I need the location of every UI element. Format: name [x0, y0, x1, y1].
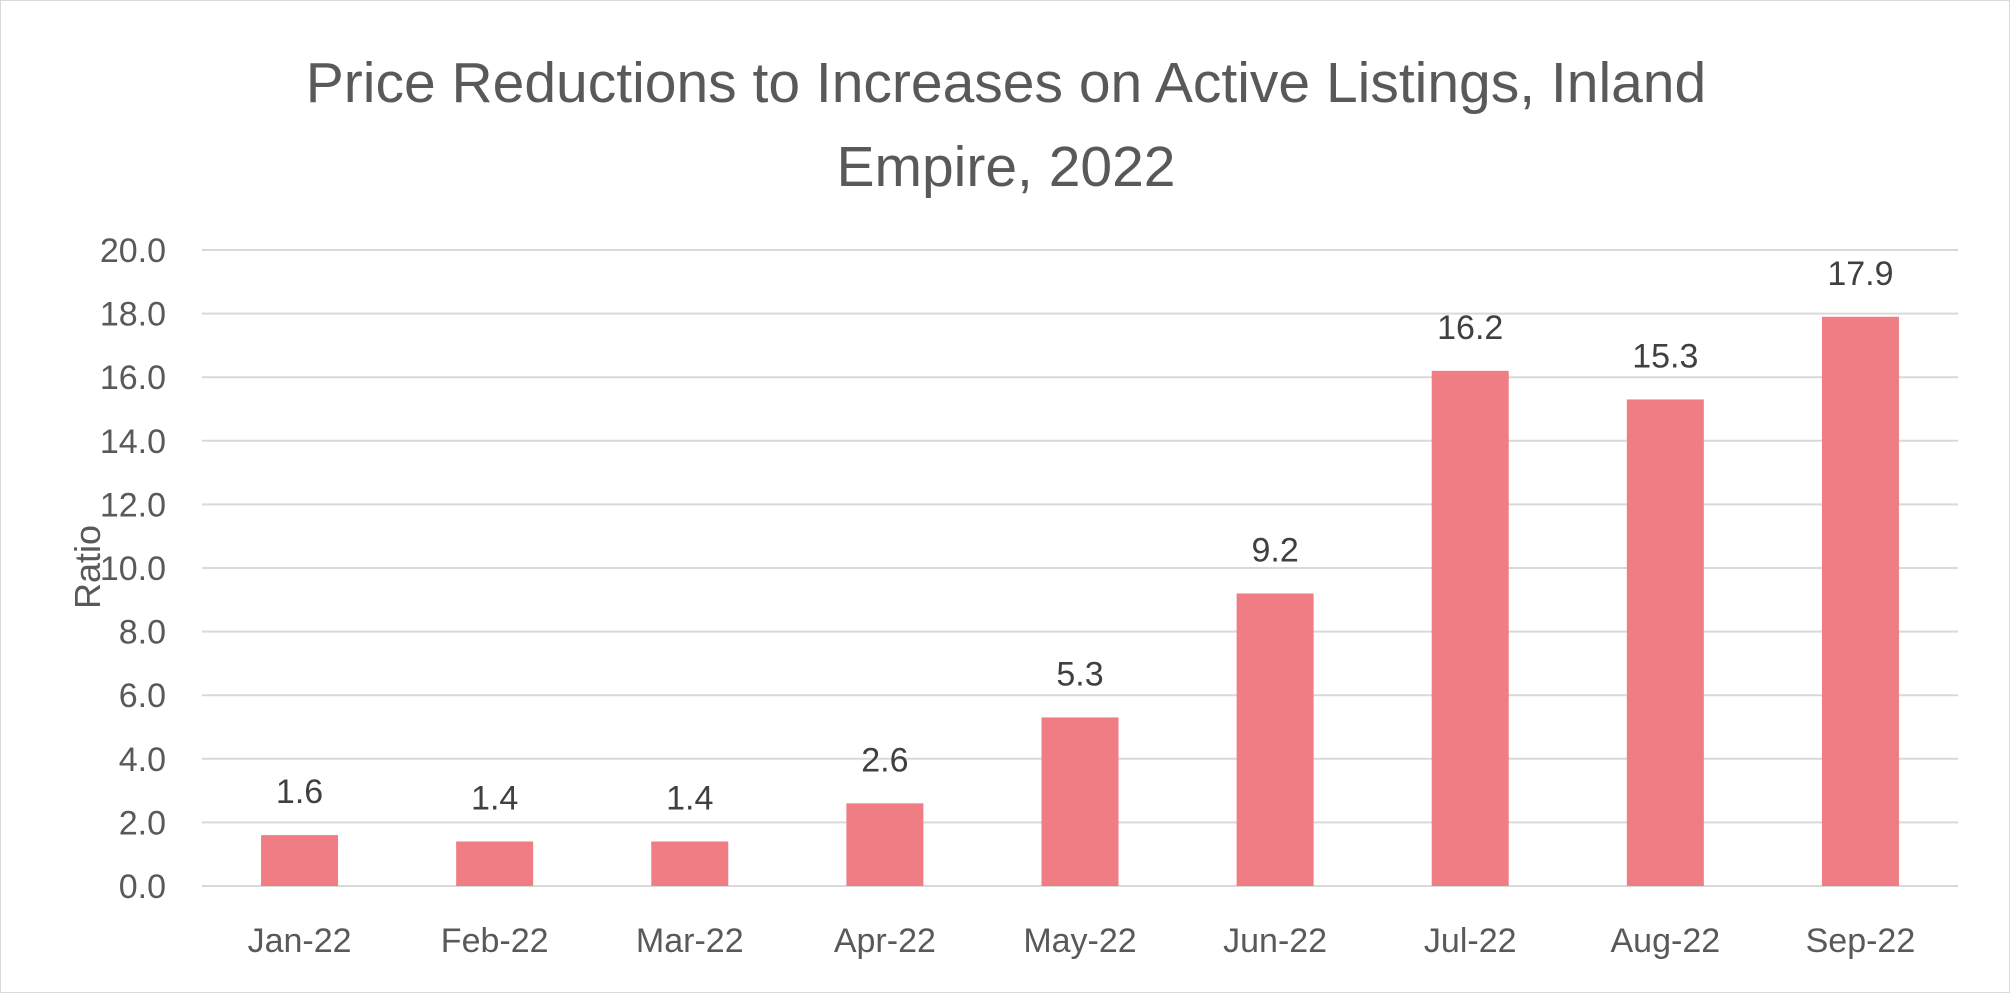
x-tick-label: Jan-22 [248, 922, 352, 960]
x-tick-label: Aug-22 [1611, 922, 1721, 960]
bar [1821, 316, 1899, 886]
bar [1236, 593, 1314, 886]
x-tick-label: Mar-22 [636, 922, 744, 960]
x-tick-label: Feb-22 [441, 922, 549, 960]
x-tick-label: May-22 [1023, 922, 1136, 960]
data-label: 1.4 [471, 779, 518, 817]
x-tick-label: Jul-22 [1424, 922, 1517, 960]
y-tick-label: 14.0 [100, 423, 166, 461]
data-label: 1.4 [666, 779, 713, 817]
y-tick-label: 10.0 [100, 550, 166, 588]
data-label: 15.3 [1632, 337, 1698, 375]
bar [261, 835, 339, 886]
x-tick-label: Apr-22 [834, 922, 936, 960]
y-tick-label: 16.0 [100, 359, 166, 397]
y-tick-label: 8.0 [119, 614, 166, 652]
y-tick-label: 0.0 [119, 868, 166, 906]
y-axis-title: Ratio [67, 525, 108, 609]
data-label: 17.9 [1827, 255, 1893, 293]
data-label: 2.6 [861, 741, 908, 779]
chart-title: Price Reductions to Increases on Active … [305, 51, 1707, 199]
bar [1431, 370, 1509, 887]
y-tick-label: 18.0 [100, 296, 166, 334]
bar [1626, 399, 1704, 886]
y-tick-label: 12.0 [100, 486, 166, 524]
data-label: 1.6 [276, 773, 323, 811]
data-labels: 1.6 1.4 1.4 2.6 5.3 9.2 16.2 15.3 17.9 [276, 255, 1894, 818]
bar [846, 803, 924, 886]
x-axis-ticks: Jan-22 Feb-22 Mar-22 Apr-22 May-22 Jun-22 Jul-… [248, 922, 1916, 960]
bars [261, 316, 1899, 887]
y-tick-label: 4.0 [119, 741, 166, 779]
data-label: 5.3 [1056, 655, 1103, 693]
x-tick-label: Sep-22 [1806, 922, 1916, 960]
bar [1041, 717, 1119, 886]
bar [651, 841, 729, 886]
y-tick-label: 2.0 [119, 804, 166, 842]
y-axis-ticks: 0.0 2.0 4.0 6.0 8.0 10.0 12.0 14.0 16.0 18.0 20.0 [100, 232, 166, 906]
bar [456, 841, 534, 886]
data-label: 16.2 [1437, 309, 1503, 347]
y-tick-label: 6.0 [119, 677, 166, 715]
y-tick-label: 20.0 [100, 232, 166, 270]
x-tick-label: Jun-22 [1223, 922, 1327, 960]
data-label: 9.2 [1251, 531, 1298, 569]
